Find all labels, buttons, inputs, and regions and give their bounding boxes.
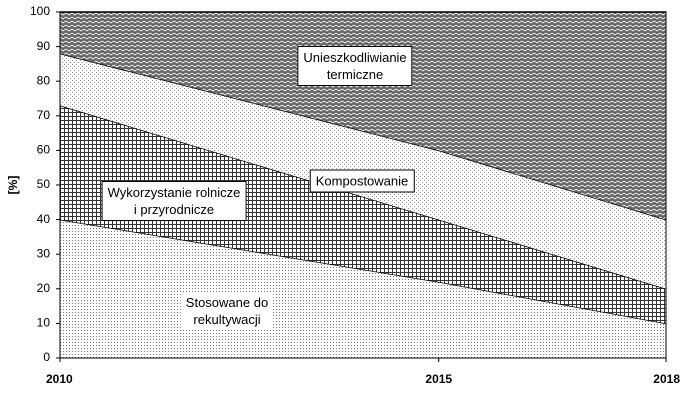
series-label: Wykorzystanie rolnicze i przyrodnicze	[101, 181, 247, 221]
y-axis-label: [%]	[6, 176, 20, 195]
y-tick-label: 20	[37, 281, 51, 295]
y-tick-label: 40	[37, 212, 51, 226]
area	[60, 105, 666, 324]
x-tick-label: 2010	[46, 372, 73, 386]
y-tick-label: 70	[37, 108, 51, 122]
area	[60, 12, 666, 220]
x-tick-label: 2015	[425, 372, 452, 386]
x-tick-label: 2018	[653, 372, 680, 386]
series-label: Unieszkodliwianie termiczne	[297, 46, 413, 86]
y-tick-label: 60	[37, 143, 51, 157]
series-label: Kompostowanie	[309, 169, 415, 193]
y-tick-label: 0	[43, 350, 50, 364]
y-tick-label: 10	[37, 316, 51, 330]
series-label: Stosowane do rekultywacji	[180, 292, 274, 330]
y-tick-label: 80	[37, 73, 51, 87]
y-tick-label: 90	[37, 39, 51, 53]
y-tick-label: 100	[30, 4, 50, 18]
y-tick-label: 50	[37, 177, 51, 191]
y-tick-label: 30	[37, 246, 51, 260]
